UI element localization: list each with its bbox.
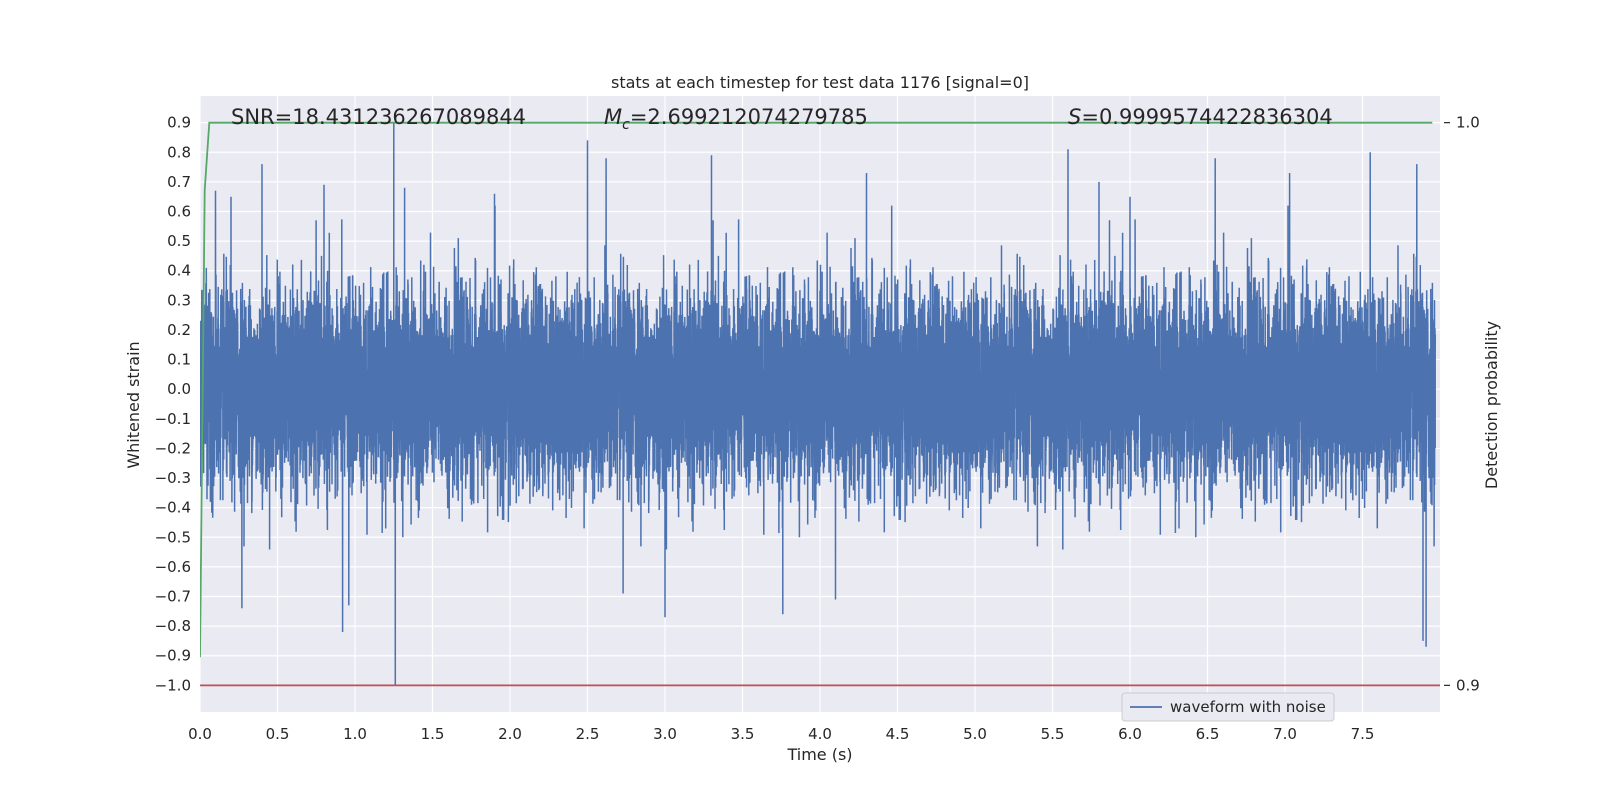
x-ticks: 0.0 0.5 1.0 1.5 2.0 2.5 3.0 3.5 4.0 4.5 5.0 5.5 6.0 6… [188,725,1374,743]
x-tick-label: 7.0 [1273,725,1297,743]
y-tick-label: 0.7 [167,173,191,191]
x-tick-label: 2.5 [576,725,600,743]
snr-annotation: SNR=18.431236267089844 [231,105,526,129]
x-tick-label: 5.0 [963,725,987,743]
series-waveform-with-noise [200,122,1437,686]
y2-axis-label: Detection probability [1482,321,1501,489]
y-axis-label: Whitened strain [124,341,143,468]
x-tick-label: 1.0 [343,725,367,743]
y2-ticks: 1.0 0.9 [1444,114,1480,694]
y-tick-label: 0.2 [167,321,191,339]
x-tick-label: 0.5 [266,725,290,743]
y-tick-label: 0.5 [167,232,191,250]
y-tick-label: 0.8 [167,143,191,161]
x-tick-label: 0.0 [188,725,212,743]
y-tick-label: −0.1 [155,410,191,428]
x-tick-label: 3.5 [731,725,755,743]
chirp-mass-annotation: Mc=2.699212074279785 [604,105,868,133]
x-tick-label: 7.5 [1351,725,1375,743]
y-tick-label: −1.0 [155,676,191,694]
x-axis-label: Time (s) [786,745,852,764]
y-ticks: 0.9 0.8 0.7 0.6 0.5 0.4 0.3 0.2 0.1 0.0 −0.1 −0.2 −0… [155,114,191,695]
y-tick-label: 0.0 [167,380,191,398]
y2-tick-label: 0.9 [1456,676,1480,694]
y-tick-label: −0.7 [155,588,191,606]
legend: waveform with noise [1121,692,1335,722]
legend-label-waveform: waveform with noise [1170,698,1326,716]
x-tick-label: 5.5 [1041,725,1065,743]
x-tick-label: 1.5 [421,725,445,743]
y-tick-label: 0.6 [167,203,191,221]
chirp-mass-subscript: c [622,117,630,133]
x-tick-label: 6.0 [1118,725,1142,743]
y-tick-label: −0.4 [155,499,191,517]
y-tick-label: −0.5 [155,528,191,546]
series-detection-probability [200,121,1433,658]
y-tick-label: −0.9 [155,647,191,665]
y-tick-label: 0.1 [167,351,191,369]
y-tick-label: −0.3 [155,469,191,487]
chirp-mass-value: =2.699212074279785 [630,105,868,129]
legend-box [1121,692,1335,722]
x-tick-label: 6.5 [1196,725,1220,743]
y-tick-label: 0.4 [167,262,191,280]
y-tick-label: 0.9 [167,114,191,132]
score-annotation: S=0.9999574422836304 [1068,105,1333,129]
y-tick-label: −0.8 [155,617,191,635]
y2-tick-label: 1.0 [1456,114,1480,132]
x-tick-label: 2.0 [498,725,522,743]
y-tick-label: 0.3 [167,291,191,309]
chart-title: stats at each timestep for test data 117… [611,73,1029,92]
score-symbol: S [1068,105,1081,129]
chirp-mass-symbol: M [604,105,622,129]
y-tick-label: −0.2 [155,439,191,457]
x-tick-label: 4.5 [886,725,910,743]
score-value: =0.9999574422836304 [1081,105,1332,129]
x-tick-label: 3.0 [653,725,677,743]
y-tick-label: −0.6 [155,558,191,576]
x-tick-label: 4.0 [808,725,832,743]
